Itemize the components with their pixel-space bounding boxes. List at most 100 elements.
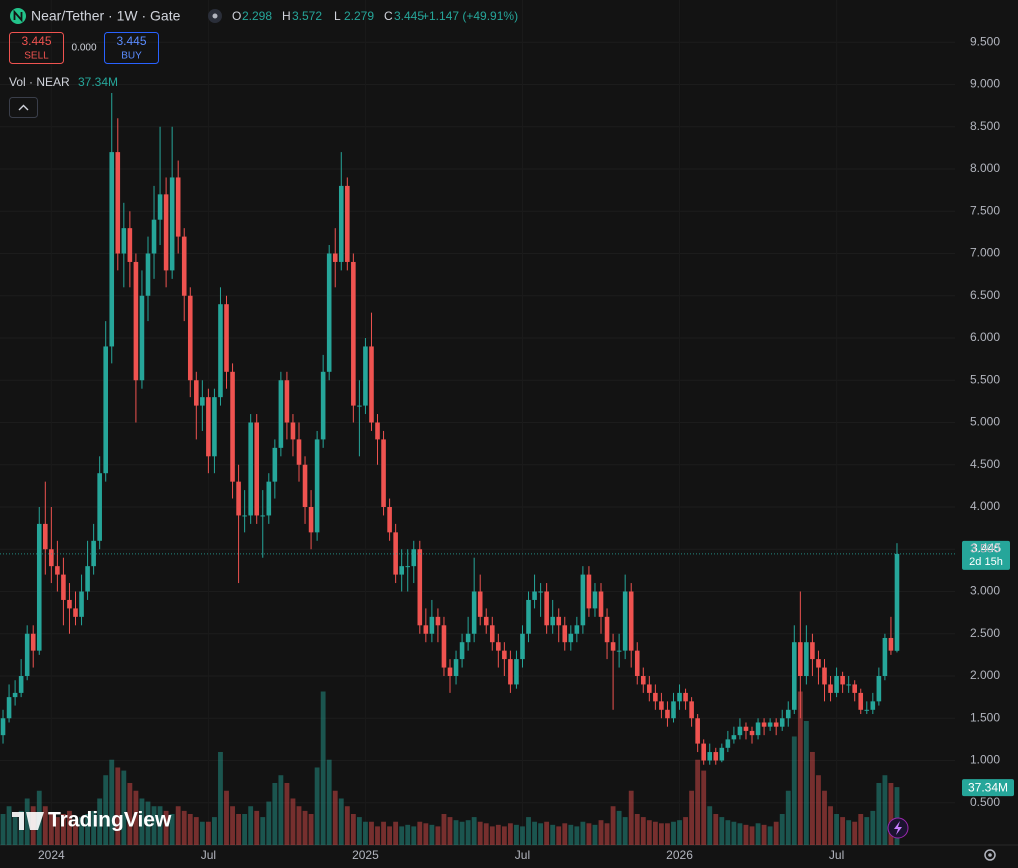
volume-bar [157,806,163,845]
x-tick-label: Jul [201,848,216,862]
candle-body [846,684,851,686]
volume-bar [12,817,18,845]
volume-bar [326,759,332,845]
candle-body [810,642,815,660]
y-tick-label: 1.500 [970,710,1000,724]
collapse-button[interactable] [9,97,38,118]
candle-body [622,591,628,651]
y-tick-label: 9.500 [970,34,1000,48]
candle-body [206,397,211,457]
volume-bar [634,813,640,845]
volume-bar [429,824,435,845]
volume-bar [640,817,646,845]
candle-body [671,701,676,719]
volume-bar [103,775,109,845]
candle-body [550,616,555,626]
volume-bar [677,820,682,845]
volume-bar [417,821,423,845]
candle-body [616,650,622,652]
volume-bar [272,782,278,845]
candle-body [707,752,713,761]
volume-bar [701,770,707,845]
sell-price: 3.445 [21,34,51,48]
volume-bar [67,810,72,845]
volume-bar [193,817,199,845]
candle-body [665,709,670,719]
candle-body [266,481,272,516]
volume-bar [356,817,362,845]
candle-body [689,701,694,719]
candle-body [471,591,477,634]
candle-body [804,642,809,676]
volume-bar [689,790,695,845]
candle-body [97,473,102,541]
candle-body [314,439,320,533]
candle-body [556,616,562,626]
high-value: 3.572 [292,9,322,23]
sell-button[interactable] [9,32,64,64]
volume-bar [302,810,308,845]
candle-body [604,616,610,643]
low-label: L [334,9,341,23]
volume-bar [441,813,447,845]
volume-axis-label: 37.34M [968,780,1008,794]
volume-bar [163,810,169,845]
volume-bar [828,806,833,845]
candle-body [882,637,888,676]
y-tick-label: 3.000 [970,584,1000,598]
candle-body [85,566,90,592]
candle-body [109,152,115,347]
candle-body [73,608,78,617]
volume-bar [719,817,725,845]
settings-icon[interactable] [984,849,996,861]
volume-bar [393,821,399,845]
candle-body [187,295,193,381]
volume-bar [858,813,864,845]
candle-body [514,659,519,685]
volume-bar [459,821,465,845]
candle-body [834,676,839,693]
volume-bar [888,782,894,845]
volume-bar [405,824,411,845]
y-tick-label: 8.000 [970,161,1000,175]
candle-body [133,261,139,381]
candle-body [393,532,398,575]
candle-body [43,523,48,550]
candle-body [870,701,876,710]
candle-body [338,185,344,262]
candle-body [713,752,719,761]
volume-bar [622,817,628,845]
volume-bar [755,823,761,845]
volume-bar [562,823,568,845]
last-price-label: 3.445 [971,541,1001,555]
buy-button[interactable] [104,32,159,64]
countdown: 2d 15h [969,556,1003,568]
candle-body [634,650,640,676]
candle-body [212,397,217,457]
volume-bar [260,817,266,845]
candle-body [864,709,870,711]
candle-body [496,642,501,651]
volume-bar [550,824,556,845]
volume-bar [242,813,248,845]
volume-bar [707,806,713,845]
candle-body [332,253,338,262]
candle-body [894,553,900,651]
candle-body [822,667,827,685]
candle-body [49,549,54,567]
volume-bar [79,817,84,845]
candles [0,92,900,765]
symbol-title[interactable]: Near/Tether · 1W · Gate [31,8,181,24]
visibility-icon-pupil [212,13,218,19]
candle-body [272,447,278,482]
candle-body [363,346,368,406]
candle-body [405,566,411,568]
volume-value: 37.34M [78,75,118,89]
candle-body [659,701,664,710]
candle-body [459,642,465,660]
volume-bar [767,826,773,845]
volume-bar [151,806,157,845]
price-axis: 0.500 1.000 1.500 2.000 2.500 3.000 3.500 4.000… [970,34,1000,809]
candle-body [544,591,549,626]
